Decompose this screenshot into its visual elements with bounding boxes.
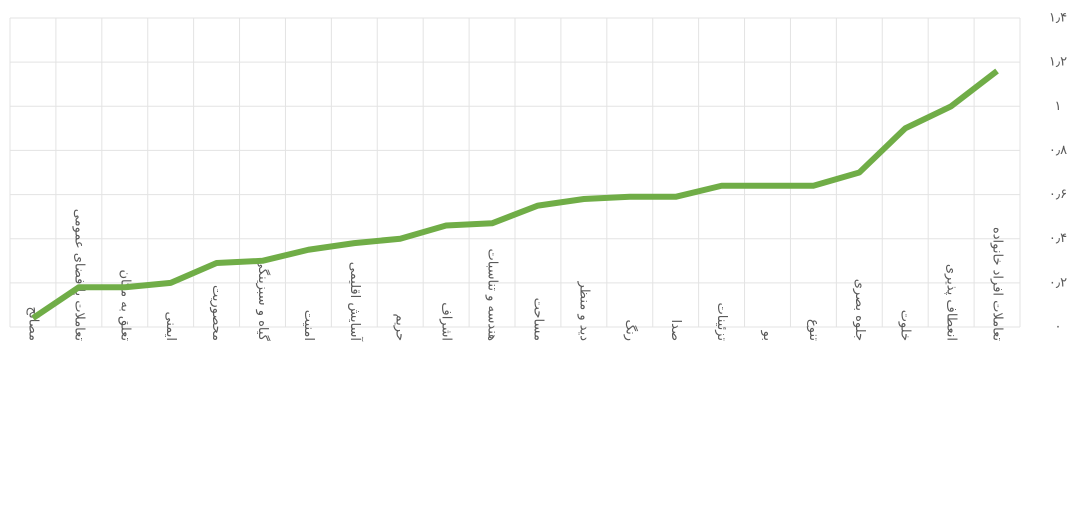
- x-tick-label: تعلق به مکان: [117, 269, 132, 341]
- x-tick-label: جلوه بصری: [852, 279, 867, 341]
- y-tick-label: ۱٫۴: [1049, 11, 1067, 26]
- x-tick-label: هندسه و تناسبات: [485, 248, 500, 341]
- series-line: [31, 68, 999, 321]
- x-tick-label: مساحت: [530, 298, 545, 341]
- y-tick-label: ۰٫۴: [1049, 231, 1067, 246]
- y-tick-label: ۱٫۲: [1049, 55, 1067, 70]
- x-tick-label: خلوت: [898, 310, 913, 341]
- x-tick-label: صدا: [668, 320, 683, 341]
- x-tick-label: تعاملات افراد خانواده: [990, 227, 1005, 341]
- x-tick-label: محصوریت: [209, 285, 224, 341]
- y-tick-label: ۰٫۸: [1049, 143, 1067, 158]
- x-tick-label: دید و منظر: [576, 281, 591, 342]
- x-tick-label: حریم: [393, 314, 408, 341]
- x-tick-label: گیاه و سبزینگی: [255, 258, 271, 342]
- x-tick-label: اشراف: [439, 302, 454, 341]
- x-tick-label: آسایش اقلیمی: [347, 262, 364, 343]
- x-tick-label: تنوع: [806, 319, 821, 341]
- x-tick-label: بو: [760, 330, 775, 341]
- y-tick-label: ۰: [1055, 320, 1062, 335]
- x-tick-label: امنیت: [301, 310, 316, 341]
- x-tick-label: تزئینات: [714, 303, 729, 342]
- y-tick-label: ۰٫۶: [1049, 187, 1067, 202]
- x-tick-label: انعطاف پذیری: [944, 264, 959, 341]
- y-tick-label: ۰٫۲: [1049, 275, 1067, 290]
- x-tick-label: ایمنی: [163, 311, 178, 341]
- x-tick-label: تعاملات با فضای عمومی: [71, 209, 86, 342]
- y-tick-label: ۱: [1055, 99, 1062, 114]
- x-tick-label: رنگ: [622, 319, 638, 341]
